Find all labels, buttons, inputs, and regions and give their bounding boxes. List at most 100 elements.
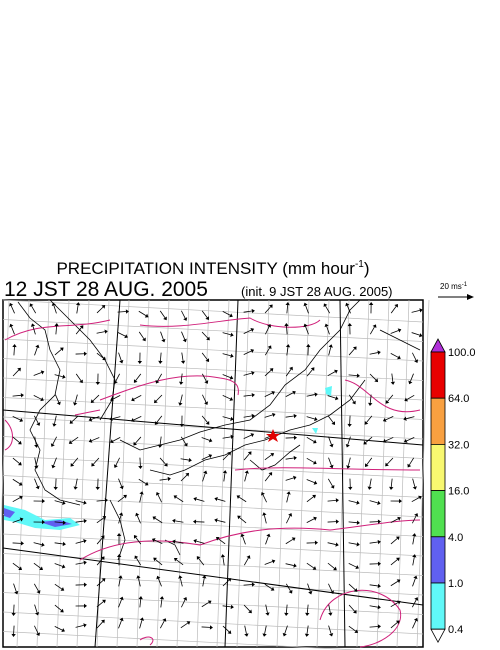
wind-head bbox=[130, 418, 135, 422]
wind-head bbox=[250, 433, 255, 438]
wind-shaft bbox=[12, 394, 22, 397]
wind-shaft bbox=[10, 305, 15, 314]
wind-shaft bbox=[264, 625, 267, 634]
wind-shaft bbox=[133, 394, 142, 400]
title: PRECIPITATION INTENSITY (mm hour-1) bbox=[56, 259, 369, 278]
wind-head bbox=[35, 485, 40, 490]
wind-shaft bbox=[328, 583, 333, 592]
wind-head bbox=[267, 345, 272, 350]
wind-shaft bbox=[112, 394, 121, 400]
wind-head bbox=[161, 338, 166, 343]
parallel bbox=[2, 436, 424, 459]
wind-head bbox=[229, 375, 234, 380]
wind-shaft bbox=[264, 454, 272, 461]
wind-shaft bbox=[412, 515, 417, 524]
wind-shaft bbox=[75, 478, 78, 487]
wind-head bbox=[12, 344, 17, 348]
wind-shaft bbox=[306, 625, 309, 634]
wind-shaft bbox=[96, 499, 106, 502]
wind-shaft bbox=[117, 311, 127, 313]
wind-shaft bbox=[75, 562, 84, 565]
wind-head bbox=[372, 324, 377, 329]
wind-head bbox=[158, 360, 163, 364]
wind-head bbox=[118, 512, 124, 516]
wind-shaft bbox=[118, 578, 121, 587]
wind-head bbox=[251, 582, 255, 587]
wind-head bbox=[182, 338, 187, 343]
wind-head bbox=[356, 542, 360, 547]
wind-shaft bbox=[390, 559, 398, 566]
wind-shaft bbox=[198, 558, 205, 566]
wind-head bbox=[227, 578, 232, 582]
wind-shaft bbox=[411, 309, 420, 313]
wind-head bbox=[364, 420, 369, 425]
wind-vectors bbox=[9, 302, 423, 637]
wind-shaft bbox=[96, 580, 104, 587]
wind-head bbox=[36, 590, 41, 594]
wind-shaft bbox=[75, 624, 84, 628]
wind-shaft bbox=[201, 331, 209, 339]
wind-shaft bbox=[12, 519, 21, 523]
wind-head bbox=[227, 451, 232, 456]
wind-head bbox=[347, 323, 352, 327]
wind-head bbox=[313, 516, 317, 521]
wind-shaft bbox=[222, 416, 231, 420]
wind-shaft bbox=[96, 331, 105, 334]
wind-shaft bbox=[412, 557, 415, 566]
wind-head bbox=[138, 465, 143, 469]
meridian bbox=[136, 299, 150, 648]
map bbox=[0, 299, 430, 650]
colorbar-segment bbox=[430, 490, 446, 538]
wind-head bbox=[156, 575, 161, 580]
wind-head bbox=[251, 371, 255, 376]
wind-head bbox=[251, 392, 255, 398]
wind-head bbox=[251, 308, 255, 314]
wind-shaft bbox=[265, 326, 270, 335]
wind-head bbox=[304, 633, 310, 637]
wind-head bbox=[123, 494, 127, 499]
wind-head bbox=[155, 492, 160, 496]
wind-head bbox=[237, 515, 242, 520]
wind-shaft bbox=[348, 604, 355, 612]
wind-head bbox=[101, 619, 105, 624]
wind-head bbox=[271, 390, 276, 395]
wind-head bbox=[91, 462, 95, 467]
wind-shaft bbox=[54, 415, 57, 424]
wind-head bbox=[19, 417, 24, 422]
wind-head bbox=[51, 464, 56, 469]
wind-head bbox=[323, 303, 328, 308]
wind-head bbox=[119, 617, 124, 622]
wind-shaft bbox=[55, 394, 60, 403]
wind-head bbox=[40, 370, 45, 375]
wind-head bbox=[356, 520, 360, 525]
wind-shaft bbox=[54, 374, 63, 378]
wind-head bbox=[262, 633, 267, 637]
wind-head bbox=[100, 535, 105, 540]
wind-head bbox=[186, 621, 191, 625]
parallel bbox=[2, 514, 424, 537]
meridian bbox=[376, 299, 390, 648]
wind-shaft bbox=[406, 437, 415, 442]
wind-shaft bbox=[348, 348, 355, 356]
wind-head bbox=[314, 540, 318, 545]
wind-shaft bbox=[112, 437, 121, 442]
wind-shaft bbox=[96, 621, 104, 629]
wind-head bbox=[328, 612, 333, 616]
wind-shaft bbox=[327, 395, 336, 399]
wind-head bbox=[90, 399, 95, 403]
wind-head bbox=[83, 351, 87, 356]
wind-head bbox=[398, 498, 402, 504]
wind-head bbox=[17, 367, 21, 372]
wind-head bbox=[62, 520, 66, 525]
wind-shaft bbox=[155, 559, 163, 566]
wind-shaft bbox=[222, 353, 231, 357]
meridian bbox=[56, 299, 70, 648]
wind-shaft bbox=[54, 604, 62, 611]
wind-shaft bbox=[306, 416, 315, 420]
wind-shaft bbox=[263, 515, 267, 524]
wind-head bbox=[79, 379, 83, 384]
wind-shaft bbox=[365, 436, 373, 443]
wind-shaft bbox=[306, 394, 315, 397]
wind-head bbox=[214, 496, 218, 502]
colorbar-label: 32.0 bbox=[448, 439, 469, 451]
